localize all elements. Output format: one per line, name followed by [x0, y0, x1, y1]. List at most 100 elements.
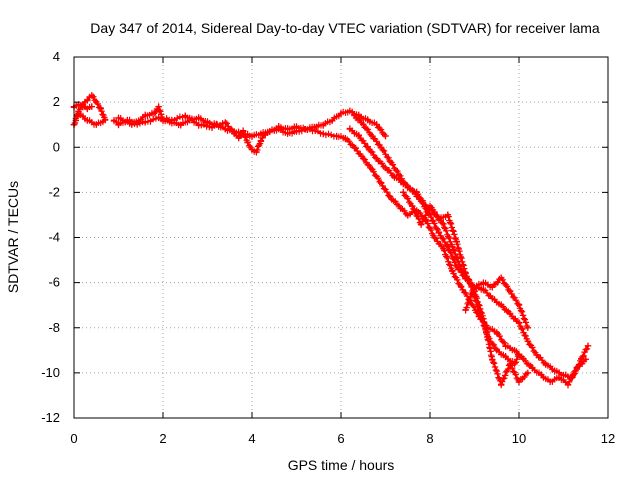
data-point [195, 114, 202, 122]
data-point [248, 146, 256, 153]
x-tick-label: 12 [601, 431, 615, 446]
data-point [293, 128, 300, 135]
data-point [502, 353, 509, 361]
x-tick-label: 8 [426, 431, 433, 446]
data-point [195, 121, 202, 128]
data-point [88, 92, 95, 99]
data-point [311, 123, 318, 131]
data-point [457, 283, 465, 291]
data-point [75, 110, 82, 117]
data-point [453, 238, 460, 246]
series-markers [115, 112, 589, 389]
series-layer [70, 92, 592, 389]
data-point [93, 98, 100, 106]
data-point [449, 268, 456, 275]
data-point [538, 371, 545, 379]
y-tick-label: 4 [53, 49, 60, 64]
data-point [560, 371, 567, 379]
data-point [253, 148, 260, 155]
x-tick-label: 4 [248, 431, 255, 446]
data-point [84, 105, 91, 113]
data-point [373, 121, 380, 128]
data-point [382, 132, 389, 140]
data-point [84, 117, 91, 124]
data-point [231, 130, 238, 137]
data-point [426, 202, 434, 210]
data-point [150, 110, 158, 117]
x-tick-label: 2 [159, 431, 166, 446]
data-point [386, 157, 394, 164]
data-point [404, 211, 411, 219]
y-tick-label: -12 [41, 410, 60, 425]
data-point [520, 356, 527, 363]
data-point [529, 365, 536, 372]
data-point [449, 243, 456, 250]
data-point [493, 329, 500, 336]
data-point [351, 112, 358, 119]
data-point [400, 189, 407, 196]
data-point [262, 130, 269, 137]
series-markers [400, 188, 532, 389]
series-group [462, 274, 532, 331]
data-point [515, 351, 523, 358]
data-point [498, 381, 505, 388]
data-point [440, 245, 447, 252]
data-point [84, 96, 91, 104]
data-point [364, 117, 371, 124]
data-point [88, 103, 95, 110]
data-point [364, 144, 371, 151]
data-point [524, 369, 532, 377]
data-point [511, 347, 518, 354]
data-point [351, 144, 358, 151]
data-point [142, 119, 149, 126]
data-point [462, 306, 469, 313]
data-point [360, 155, 367, 162]
data-point [546, 378, 554, 386]
data-point [110, 117, 118, 124]
data-point [435, 229, 443, 237]
data-point [239, 128, 247, 135]
data-point [222, 119, 229, 126]
data-point [404, 184, 411, 192]
y-tick-label: -6 [48, 275, 60, 290]
data-point [480, 315, 487, 322]
data-point [168, 117, 176, 124]
data-point [493, 347, 500, 354]
data-point [101, 117, 109, 124]
data-point [515, 320, 523, 327]
data-point [320, 121, 327, 128]
data-point [155, 103, 162, 110]
data-point [266, 128, 273, 135]
data-point [578, 356, 585, 363]
data-point [369, 132, 376, 140]
x-axis-label: GPS time / hours [288, 457, 395, 473]
series-group [400, 188, 532, 389]
tick-layer: 0 2 4 6 8 10 12 4 2 0 -2 -4 -6 -8 -10 -12 [41, 49, 615, 446]
data-point [569, 374, 576, 381]
data-point [382, 164, 389, 171]
data-point [524, 324, 532, 331]
data-point [564, 381, 572, 388]
data-point [506, 360, 514, 368]
y-tick-label: -10 [41, 365, 60, 380]
data-point [551, 367, 558, 374]
series-group [346, 125, 592, 381]
data-point [204, 119, 211, 126]
data-point [377, 144, 385, 151]
data-point [480, 286, 487, 293]
data-point [524, 338, 532, 345]
data-point [346, 126, 354, 133]
data-point [128, 121, 136, 128]
data-point [533, 351, 540, 358]
series-group [115, 112, 589, 389]
data-point [542, 360, 549, 368]
data-point [506, 288, 514, 295]
series-line [112, 105, 387, 138]
data-point [502, 342, 509, 349]
data-point [306, 126, 314, 133]
data-point [97, 105, 104, 113]
series-markers [346, 125, 592, 381]
data-point [333, 132, 340, 140]
data-point [435, 216, 443, 223]
